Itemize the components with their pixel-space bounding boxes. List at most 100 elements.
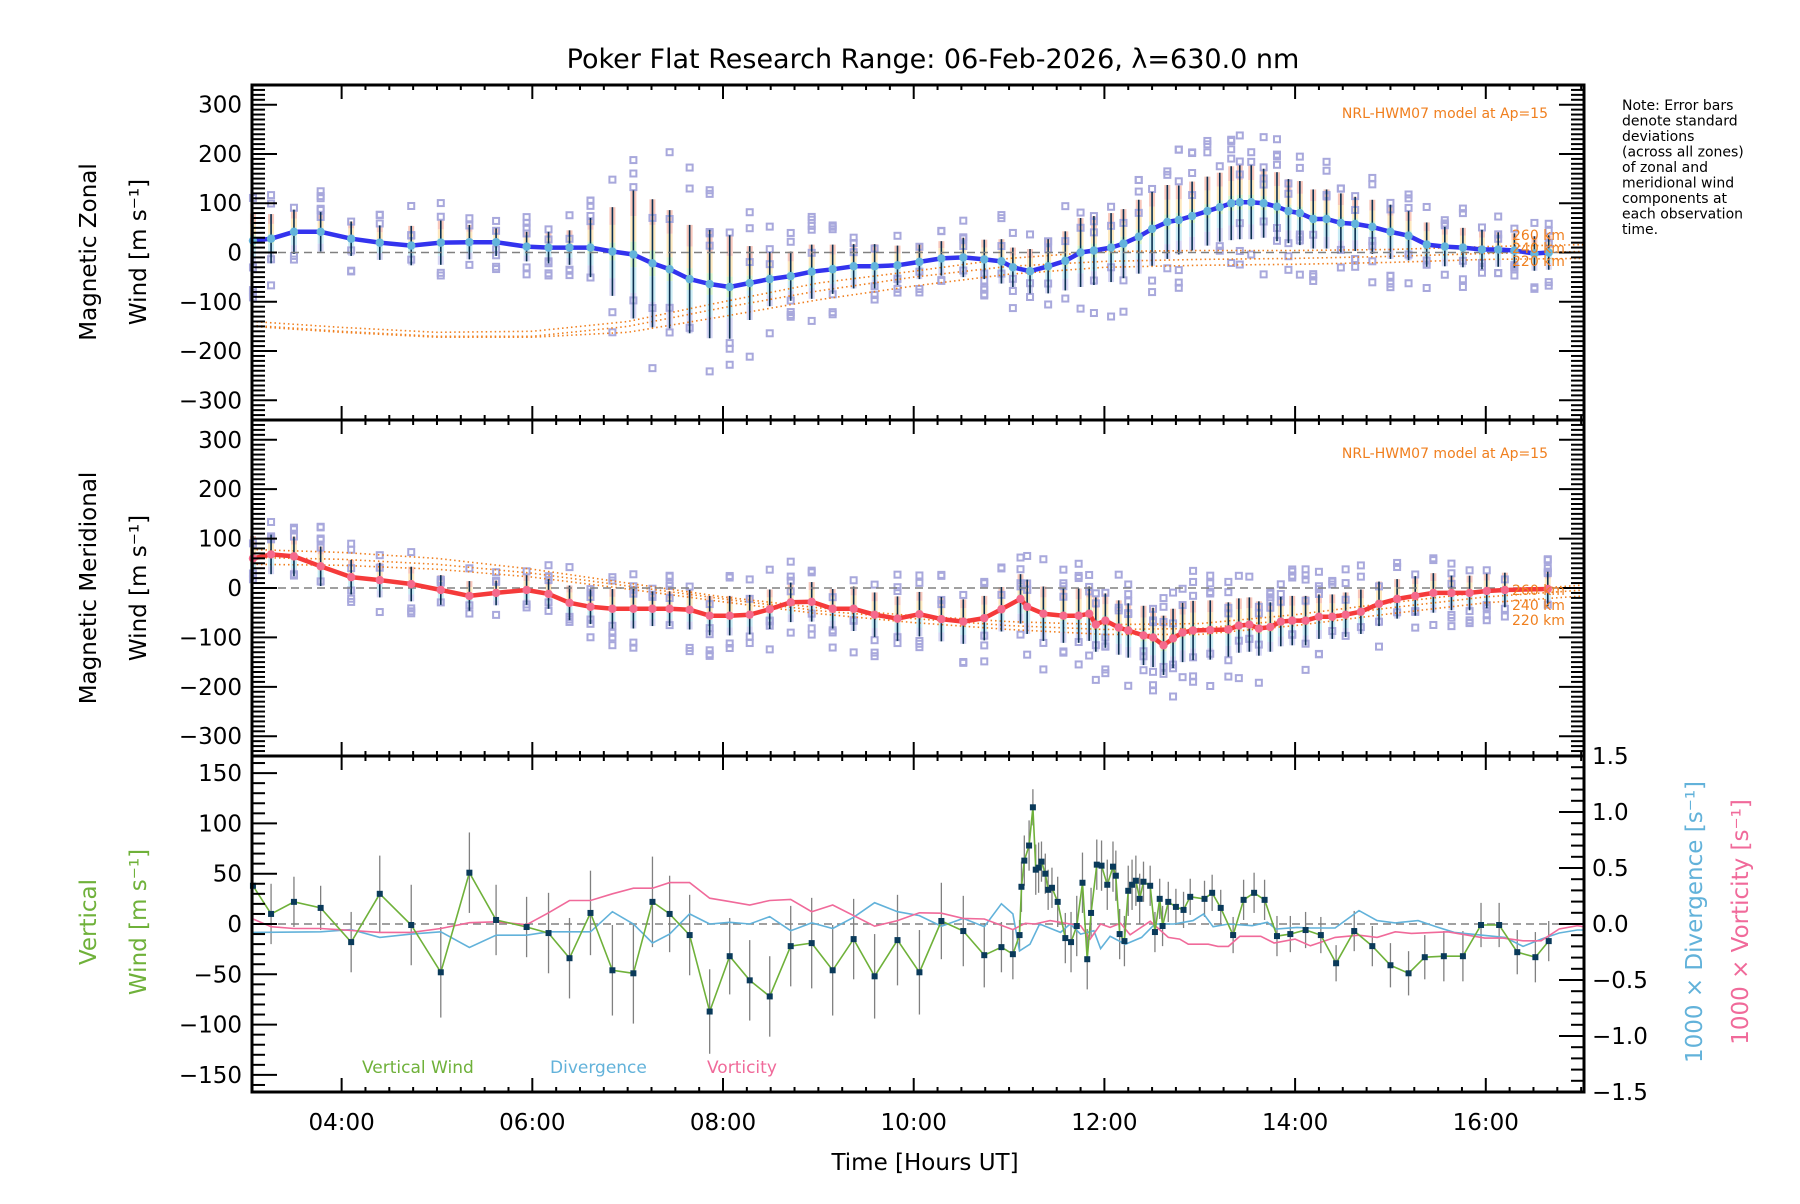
vertical-wind-point: [1129, 881, 1136, 888]
meridional-zone-sample: [1178, 584, 1187, 593]
zonal-wind-point: [1544, 248, 1553, 257]
vertical-wind-point: [686, 932, 693, 939]
zonal-scatter-layer: [248, 131, 1553, 376]
zonal-wind-point: [1025, 267, 1035, 276]
note-line: denote standard: [1622, 114, 1738, 130]
meridional-zone-sample: [1356, 572, 1365, 581]
zonal-wind-point: [1458, 243, 1468, 252]
zonal-zone-sample: [1530, 218, 1539, 227]
vertical-wind-point: [1009, 951, 1016, 958]
zonal-zone-sample: [1174, 177, 1183, 186]
vertical-wind-point: [649, 898, 656, 905]
meridional-zone-sample: [1074, 574, 1083, 583]
zonal-zone-sample: [465, 260, 474, 269]
vertical-wind-point: [1172, 903, 1179, 910]
vertical-wind-point: [545, 930, 552, 937]
meridional-zone-sample: [544, 606, 553, 615]
meridional-zone-sample: [1482, 566, 1491, 575]
zonal-zone-sample: [1174, 145, 1183, 154]
meridional-wind-point: [1178, 628, 1187, 637]
zonal-model-line-240: [251, 250, 1585, 338]
zonal-wind-point: [997, 257, 1006, 266]
meridional-zone-sample: [1016, 553, 1025, 562]
vertical-wind-point: [808, 940, 815, 947]
zonal-zone-sample: [1188, 168, 1197, 177]
meridional-zone-sample: [1254, 678, 1263, 687]
zonal-ylabel-line2: Wind [m s⁻¹]: [126, 179, 152, 325]
zonal-wind-point: [1322, 214, 1331, 224]
meridional-line-layer: [248, 550, 1552, 650]
zonal-zone-sample: [997, 211, 1006, 220]
zonal-zone-sample: [1008, 228, 1017, 237]
meridional-wind-point: [289, 552, 299, 561]
vertical-wind-point: [523, 924, 530, 931]
zonal-zone-sample: [1386, 271, 1395, 280]
zonal-model-line-260: [251, 243, 1585, 334]
zonal-wind-point: [375, 238, 384, 247]
meridional-zone-sample: [1234, 571, 1243, 580]
meridional-wind-point: [1139, 631, 1148, 640]
zonal-wind-point: [436, 238, 445, 247]
zonal-zone-sample: [465, 214, 474, 223]
zonal-zone-sample: [1061, 294, 1070, 303]
meridional-zone-sample: [786, 557, 795, 566]
meridional-zone-sample: [959, 590, 968, 599]
zonal-panel: 300 200 100 0 −100 −200 −300 NRL-HWM07 model a…: [76, 83, 1586, 422]
meridional-zone-sample: [893, 583, 902, 592]
meridional-zone-sample: [915, 637, 924, 646]
zonal-wind-point: [1510, 246, 1519, 255]
vertical-wind-point: [1369, 943, 1376, 950]
zonal-wind-point: [1272, 202, 1282, 211]
zonal-zone-sample: [893, 231, 902, 240]
meridional-zone-sample: [1301, 575, 1310, 584]
vertical-wind-point: [1514, 949, 1521, 956]
zonal-zone-sample: [1148, 276, 1157, 285]
zonal-zone-sample: [1119, 276, 1128, 285]
zonal-zone-sample: [937, 276, 946, 285]
meridional-zone-sample: [316, 535, 325, 544]
zonal-zone-sample: [1368, 278, 1377, 287]
vertical-wind-point: [746, 977, 753, 984]
vertical-wind-point: [1045, 886, 1052, 893]
meridional-wind-point: [1188, 626, 1198, 635]
y-tick-label: 300: [198, 93, 242, 119]
note-line: components at: [1622, 191, 1728, 207]
zonal-zone-sample: [1163, 264, 1172, 273]
meridional-zone-sample: [1016, 630, 1025, 639]
vertical-wind-point: [1021, 857, 1028, 864]
zonal-zone-sample: [565, 265, 574, 274]
meridional-zone-sample: [1465, 566, 1474, 575]
zonal-zone-sample: [786, 237, 795, 246]
meridional-wind-point: [725, 611, 734, 620]
meridional-zone-sample: [1224, 577, 1233, 586]
meridional-zone-sample: [1124, 590, 1133, 599]
vertical-wind-point: [1140, 878, 1147, 885]
meridional-wind-point: [1074, 611, 1083, 620]
zonal-zone-sample: [436, 199, 445, 208]
meridional-zone-sample: [1149, 667, 1158, 676]
meridional-ylabel-line1: Magnetic Meridional: [76, 472, 102, 705]
zonal-zone-sample: [1026, 292, 1035, 301]
meridional-zone-sample: [1411, 623, 1420, 632]
meridional-wind-point: [1101, 616, 1110, 625]
zonal-zone-sample: [1227, 136, 1236, 145]
zonal-zone-sample: [685, 163, 694, 172]
zonal-wind-point: [1008, 263, 1018, 272]
meridional-wind-point: [608, 604, 617, 613]
meridional-zone-sample: [870, 580, 879, 589]
x-tick-label: 06:00: [499, 1110, 565, 1136]
meridional-wind-point: [1084, 609, 1094, 618]
meridional-wind-point: [685, 605, 694, 614]
meridional-wind-point: [648, 604, 657, 613]
meridional-zone-sample: [1091, 675, 1100, 684]
meridional-zone-sample: [1206, 681, 1215, 690]
zonal-zone-sample: [705, 367, 714, 376]
vertical-wind-point: [1201, 895, 1208, 902]
zonal-zone-sample: [1477, 223, 1486, 232]
zonal-zone-sample: [786, 308, 795, 317]
zonal-zone-sample: [1494, 269, 1503, 278]
meridional-zone-sample: [870, 636, 879, 645]
vertical-wind-point: [1387, 962, 1394, 969]
meridional-zone-sample: [1375, 642, 1384, 651]
zonal-zone-sample: [937, 226, 946, 235]
